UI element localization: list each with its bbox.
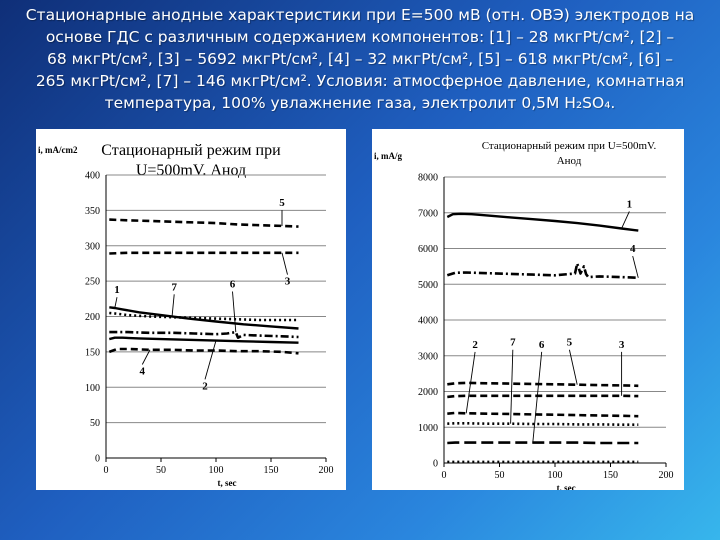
- left-y-tick-label: 350: [85, 206, 100, 217]
- left-annotation-label: 6: [230, 278, 236, 290]
- left-series-3-line: [109, 251, 299, 255]
- right-annotation-leader: [621, 211, 630, 229]
- right-y-tick-label: 1000: [418, 423, 438, 434]
- right-annotation-label: 7: [510, 337, 516, 349]
- right-y-tick-label: 2000: [418, 387, 438, 398]
- right-series-3-line: [447, 394, 639, 399]
- right-annotation-label: 5: [567, 337, 573, 349]
- left-series-6-line: [109, 330, 299, 339]
- left-annotation-leader: [204, 340, 217, 380]
- chart-panel-left: Стационарный режим при U=500mV. Анод i, mA…: [36, 129, 346, 490]
- right-y-tick-label: 4000: [418, 316, 438, 327]
- left-y-axis-label: i, mA/cm2: [38, 145, 78, 155]
- right-series-1-line: [446, 212, 639, 232]
- slide-title-line: 68 мкгPt/см², [3] – 5692 мкгPt/см², [4] …: [46, 50, 673, 68]
- left-annotation-label: 7: [171, 281, 177, 293]
- chart-left-svg: Стационарный режим при U=500mV. Анод i, mA…: [38, 142, 334, 488]
- right-annotation-label: 6: [539, 339, 545, 351]
- chart-panel-right: Стационарный режим при U=500mV. Анод i, mA…: [372, 129, 684, 493]
- left-series-2-line: [109, 336, 299, 344]
- right-x-tick-label: 0: [442, 470, 447, 481]
- right-x-tick-label: 150: [603, 470, 618, 481]
- left-annotation-leader: [281, 252, 288, 275]
- right-annotation-label: 1: [627, 198, 633, 210]
- left-y-tick-label: 200: [85, 312, 100, 323]
- left-annotation-label: 1: [114, 284, 120, 296]
- right-annotation-label: 2: [472, 339, 478, 351]
- left-y-tick-label: 0: [95, 454, 100, 465]
- left-series-5-line: [109, 218, 299, 228]
- slide-title-line: температура, 100% увлажнение газа, элект…: [104, 94, 616, 112]
- right-y-tick-label: 0: [433, 459, 438, 470]
- slide-title-line: Стационарные анодные характеристики при …: [25, 6, 695, 24]
- left-x-tick-label: 0: [104, 465, 109, 476]
- left-annotation-leader: [232, 291, 237, 333]
- left-y-tick-label: 50: [90, 418, 100, 429]
- right-x-tick-label: 50: [495, 470, 505, 481]
- left-annotation-label: 5: [279, 197, 285, 209]
- left-y-tick-label: 250: [85, 277, 100, 288]
- left-chart-title: Стационарный режим при: [101, 142, 281, 159]
- right-annotation-label: 3: [619, 339, 625, 351]
- right-series-7-line: [447, 421, 639, 427]
- slide-title-line: 265 мкгPt/см², [7] – 146 мкгPt/см². Усло…: [35, 72, 685, 90]
- right-annotation-leader: [632, 255, 639, 278]
- left-chart-title: U=500mV. Анод: [136, 162, 246, 179]
- right-annotation-label: 4: [630, 243, 636, 255]
- slide-title-line: основе ГДС с различным содержанием компо…: [45, 28, 675, 46]
- left-series-1-line: [109, 306, 299, 330]
- right-chart-title: Анод: [557, 155, 582, 167]
- left-annotation-leader: [171, 294, 175, 318]
- left-y-tick-label: 150: [85, 347, 100, 358]
- right-y-tick-label: 7000: [418, 208, 438, 219]
- right-x-tick-label: 100: [548, 470, 563, 481]
- left-x-tick-label: 150: [264, 465, 279, 476]
- left-x-axis-label: t, sec: [218, 478, 237, 488]
- right-y-tick-label: 5000: [418, 280, 438, 291]
- right-y-tick-label: 8000: [418, 173, 438, 184]
- left-annotation-leader: [141, 349, 151, 365]
- right-annotation-leader: [532, 351, 543, 443]
- slide-title: Стационарные анодные характеристики при …: [20, 4, 700, 114]
- left-annotation-label: 4: [140, 366, 146, 378]
- right-y-tick-label: 3000: [418, 351, 438, 362]
- left-y-tick-label: 400: [85, 171, 100, 182]
- chart-right-svg: Стационарный режим при U=500mV. Анод i, mA…: [374, 140, 674, 493]
- right-y-axis-label: i, mA/g: [374, 151, 402, 161]
- left-x-tick-label: 200: [319, 465, 334, 476]
- left-annotation-leader: [114, 297, 118, 309]
- right-annotation-leader: [568, 349, 578, 385]
- right-series-5-line: [447, 381, 639, 388]
- right-series-2-line: [447, 411, 639, 418]
- left-annotation-label: 2: [202, 380, 208, 392]
- left-x-tick-label: 100: [209, 465, 224, 476]
- right-annotation-leader: [465, 351, 476, 414]
- right-series-4-line: [446, 262, 639, 280]
- left-annotation-label: 3: [285, 276, 291, 288]
- left-y-tick-label: 300: [85, 241, 100, 252]
- right-chart-title: Стационарный режим при U=500mV.: [482, 140, 657, 152]
- left-series-7-line: [109, 311, 299, 322]
- left-y-tick-label: 100: [85, 383, 100, 394]
- right-annotation-leader: [510, 349, 514, 424]
- left-x-tick-label: 50: [156, 465, 166, 476]
- left-series-4-line: [108, 347, 299, 355]
- right-y-tick-label: 6000: [418, 244, 438, 255]
- right-x-tick-label: 200: [659, 470, 674, 481]
- right-x-axis-label: t, sec: [557, 483, 576, 490]
